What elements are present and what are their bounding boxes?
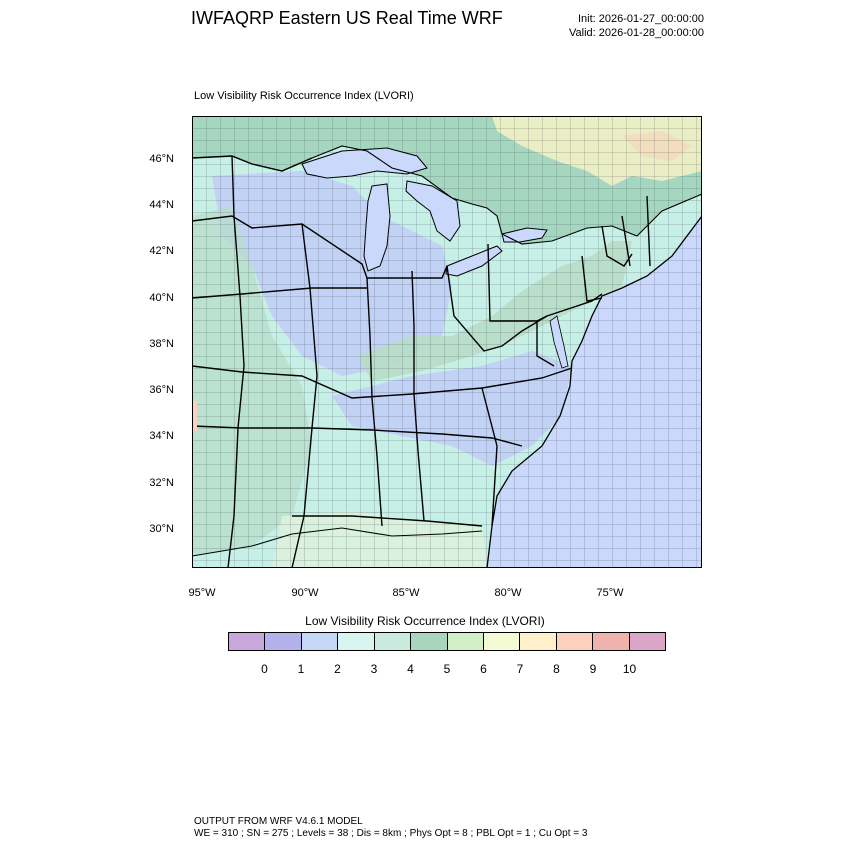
lon-tick-label: 80°W <box>494 587 522 599</box>
us-coastline <box>486 215 702 568</box>
map-frame <box>192 116 702 568</box>
lake-michigan <box>363 183 391 272</box>
colorbar-tick-label: 4 <box>407 662 414 676</box>
colorbar-cell <box>520 633 557 650</box>
colorbar <box>228 632 666 651</box>
map-subtitle: Low Visibility Risk Occurrence Index (LV… <box>194 90 414 102</box>
lon-tick-label: 85°W <box>392 587 420 599</box>
colorbar-tick-label: 3 <box>370 662 378 676</box>
lon-tick-label: 95°W <box>188 587 216 599</box>
lat-tick-label: 32°N <box>149 477 174 489</box>
colorbar-tick-label: 6 <box>480 662 487 676</box>
colorbar-cell <box>229 633 266 650</box>
lat-tick-label: 36°N <box>149 384 174 396</box>
colorbar-cell <box>556 633 594 650</box>
lat-tick-label: 44°N <box>149 199 174 211</box>
state-borders <box>192 155 651 568</box>
colorbar-tick-label: 8 <box>553 662 560 676</box>
init-time: Init: 2026-01-27_00:00:00 <box>578 13 704 25</box>
chesapeake-bay <box>549 315 569 369</box>
valid-time: Valid: 2026-01-28_00:00:00 <box>569 27 704 39</box>
chart-title: IWFAQRP Eastern US Real Time WRF <box>191 8 503 28</box>
colorbar-tick-label: 5 <box>443 662 451 676</box>
gulf-coast <box>192 527 483 557</box>
model-info-line2: WE = 310 ; SN = 275 ; Levels = 38 ; Dis … <box>194 828 588 839</box>
colorbar-tick-label: 2 <box>334 662 341 676</box>
canada-border <box>192 145 702 245</box>
lat-tick-label: 34°N <box>149 430 174 442</box>
colorbar-tick-label: 7 <box>516 662 524 676</box>
lat-tick-label: 38°N <box>149 338 174 350</box>
model-info-line1: OUTPUT FROM WRF V4.6.1 MODEL <box>194 816 363 827</box>
lat-tick-label: 30°N <box>149 523 174 535</box>
colorbar-cell <box>265 633 302 650</box>
colorbar-cell <box>374 633 412 650</box>
lon-tick-label: 90°W <box>291 587 319 599</box>
colorbar-cell <box>301 633 339 650</box>
colorbar-cell <box>483 633 521 650</box>
colorbar-cell <box>593 633 630 650</box>
colorbar-cell <box>338 633 375 650</box>
lon-tick-label: 75°W <box>596 587 624 599</box>
colorbar-tick-label: 9 <box>589 662 597 676</box>
high-risk-patch-west <box>192 401 197 431</box>
colorbar-cell <box>447 633 484 650</box>
lake-huron <box>405 180 461 242</box>
colorbar-tick-label: 0 <box>261 662 268 676</box>
county-grid <box>192 116 702 568</box>
colorbar-tick-label: 1 <box>297 662 305 676</box>
lake-superior <box>301 147 428 179</box>
lat-tick-label: 40°N <box>149 292 174 304</box>
lvori-map <box>192 116 702 568</box>
colorbar-tick-label: 10 <box>622 662 637 676</box>
colorbar-cell <box>629 633 666 650</box>
lat-tick-label: 46°N <box>149 153 174 165</box>
lat-tick-label: 42°N <box>149 245 174 257</box>
colorbar-cell <box>411 633 448 650</box>
colorbar-title: Low Visibility Risk Occurrence Index (LV… <box>305 614 545 628</box>
lake-ontario <box>501 227 548 243</box>
